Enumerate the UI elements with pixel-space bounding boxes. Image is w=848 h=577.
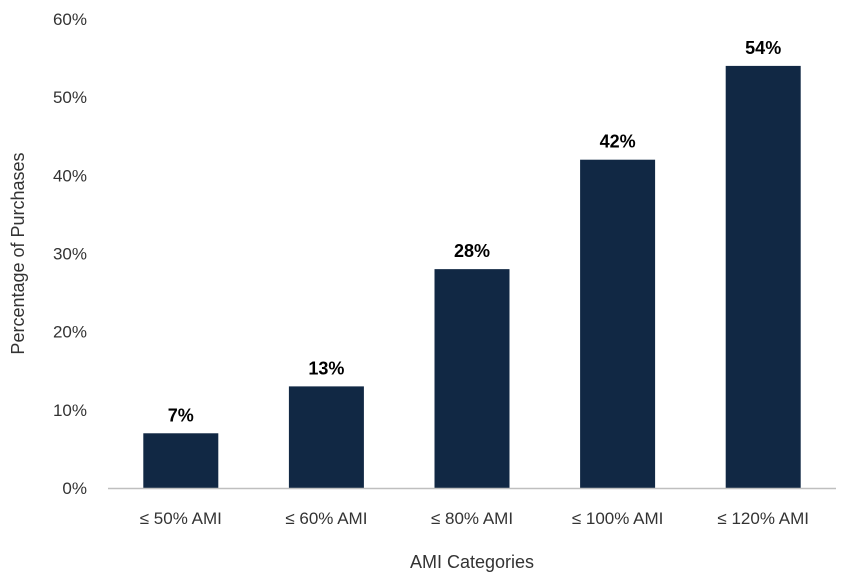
- x-axis-title: AMI Categories: [410, 552, 534, 572]
- y-tick-label: 0%: [62, 479, 87, 498]
- y-tick-label: 20%: [53, 323, 87, 342]
- y-tick-label: 60%: [53, 10, 87, 29]
- x-axis-categories: ≤ 50% AMI ≤ 60% AMI ≤ 80% AMI ≤ 100% AMI ≤ 1…: [140, 509, 809, 528]
- bar: [288, 386, 364, 488]
- y-tick-label: 30%: [53, 245, 87, 264]
- y-tick-label: 40%: [53, 166, 87, 185]
- data-label: 28%: [454, 241, 490, 261]
- bar: [725, 65, 801, 489]
- y-tick-label: 50%: [53, 88, 87, 107]
- data-label: 42%: [600, 132, 636, 152]
- x-category-label: ≤ 80% AMI: [431, 509, 513, 528]
- data-labels: 7% 13% 28% 42% 54%: [168, 38, 781, 425]
- y-axis-ticks: 0% 10% 20% 30% 40% 50% 60%: [53, 10, 87, 498]
- x-category-label: ≤ 50% AMI: [140, 509, 222, 528]
- x-category-label: ≤ 120% AMI: [717, 509, 809, 528]
- bar: [580, 159, 656, 488]
- bar: [143, 433, 219, 488]
- bar: [434, 269, 510, 488]
- data-label: 54%: [745, 38, 781, 58]
- bars: [143, 65, 801, 489]
- y-axis-title: Percentage of Purchases: [8, 152, 28, 354]
- data-label: 7%: [168, 405, 194, 425]
- x-category-label: ≤ 100% AMI: [572, 509, 664, 528]
- data-label: 13%: [308, 358, 344, 378]
- x-category-label: ≤ 60% AMI: [285, 509, 367, 528]
- y-tick-label: 10%: [53, 401, 87, 420]
